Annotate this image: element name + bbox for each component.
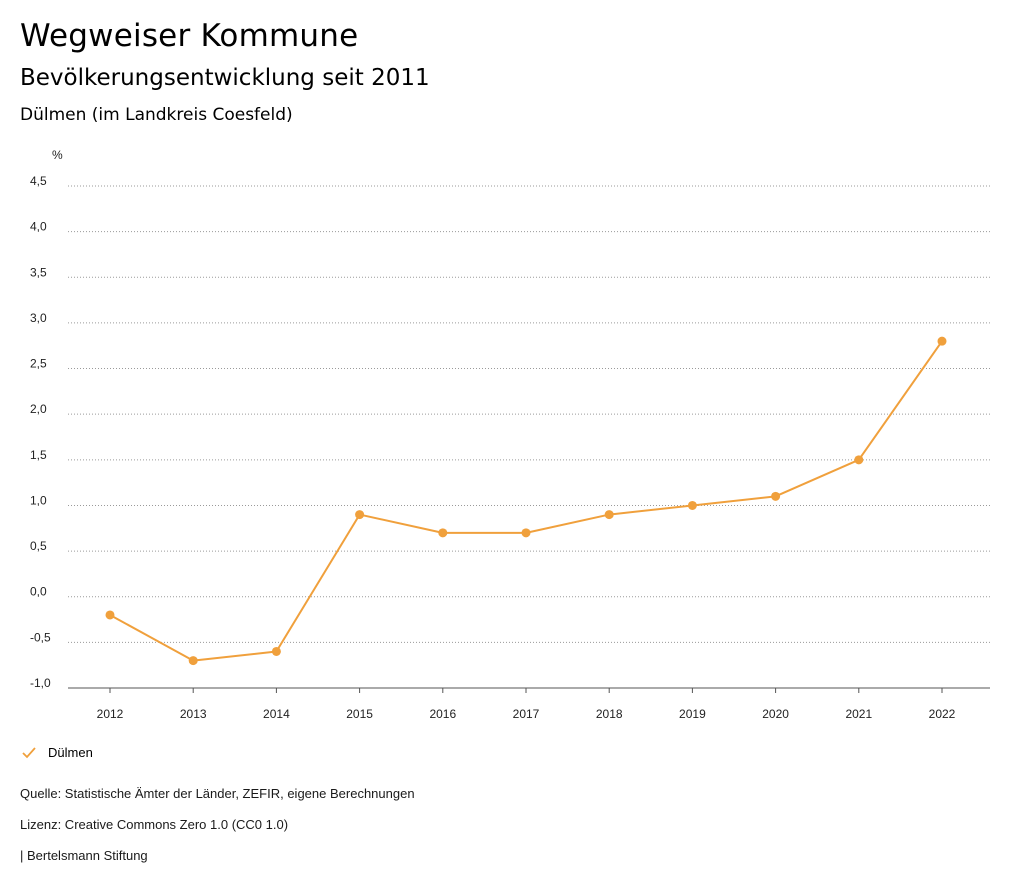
y-tick-label: 0,5 bbox=[30, 539, 47, 553]
x-tick-label: 2022 bbox=[929, 707, 956, 721]
x-tick-label: 2014 bbox=[263, 707, 290, 721]
y-tick-label: -1,0 bbox=[30, 676, 51, 690]
x-tick-label: 2020 bbox=[762, 707, 789, 721]
y-tick-label: 0,0 bbox=[30, 585, 47, 599]
x-tick-label: 2017 bbox=[513, 707, 540, 721]
region-label: Dülmen (im Landkreis Coesfeld) bbox=[20, 105, 293, 125]
data-point bbox=[521, 528, 531, 538]
y-tick-label: 4,0 bbox=[30, 220, 47, 234]
source-note: Quelle: Statistische Ämter der Länder, Z… bbox=[20, 786, 415, 801]
data-point bbox=[771, 491, 781, 501]
data-point bbox=[937, 336, 947, 346]
y-tick-label: 3,0 bbox=[30, 311, 47, 325]
data-point bbox=[105, 610, 115, 620]
y-tick-label: -0,5 bbox=[30, 630, 51, 644]
page-title: Wegweiser Kommune bbox=[20, 18, 359, 54]
license-note: Lizenz: Creative Commons Zero 1.0 (CC0 1… bbox=[20, 817, 289, 832]
data-point bbox=[355, 510, 365, 520]
x-tick-label: 2016 bbox=[429, 707, 456, 721]
line-chart: %-1,0-0,50,00,51,01,52,02,53,03,54,04,5 … bbox=[30, 148, 990, 721]
x-tick-label: 2019 bbox=[679, 707, 706, 721]
chart-subtitle: Bevölkerungsentwicklung seit 2011 bbox=[20, 65, 430, 91]
y-tick-label: 2,0 bbox=[30, 402, 47, 416]
brand-note: | Bertelsmann Stiftung bbox=[20, 848, 148, 863]
x-tick-label: 2015 bbox=[346, 707, 373, 721]
x-axis: 2012 2013 2014 2015 2016 2017 2018 2019 2020 2021… bbox=[68, 687, 990, 721]
y-axis: % -1,0 -0,5 0,0 0,5 1,0 1,5 2,0 2,5 3,0 3,5 4,0 4,5 bbox=[30, 148, 63, 690]
y-axis-unit-label: % bbox=[52, 148, 63, 162]
data-point bbox=[854, 455, 864, 465]
x-tick-label: 2021 bbox=[845, 707, 872, 721]
y-tick-label: 1,5 bbox=[30, 448, 47, 462]
y-tick-label: 4,5 bbox=[30, 174, 47, 188]
y-tick-label: 1,0 bbox=[30, 493, 47, 507]
series-group bbox=[105, 336, 947, 666]
data-point bbox=[271, 646, 281, 656]
grid-lines bbox=[68, 185, 990, 689]
series-line-duelmen bbox=[109, 340, 943, 662]
y-tick-label: 2,5 bbox=[30, 357, 47, 371]
data-point bbox=[188, 656, 198, 666]
x-tick-label: 2013 bbox=[180, 707, 207, 721]
data-point bbox=[604, 510, 614, 520]
legend[interactable]: Dülmen bbox=[22, 745, 93, 760]
data-point bbox=[687, 500, 697, 510]
x-tick-label: 2012 bbox=[97, 707, 124, 721]
checkmark-icon bbox=[22, 746, 36, 758]
x-tick-label: 2018 bbox=[596, 707, 623, 721]
legend-label-duelmen: Dülmen bbox=[48, 745, 93, 760]
y-tick-label: 3,5 bbox=[30, 265, 47, 279]
data-point bbox=[438, 528, 448, 538]
